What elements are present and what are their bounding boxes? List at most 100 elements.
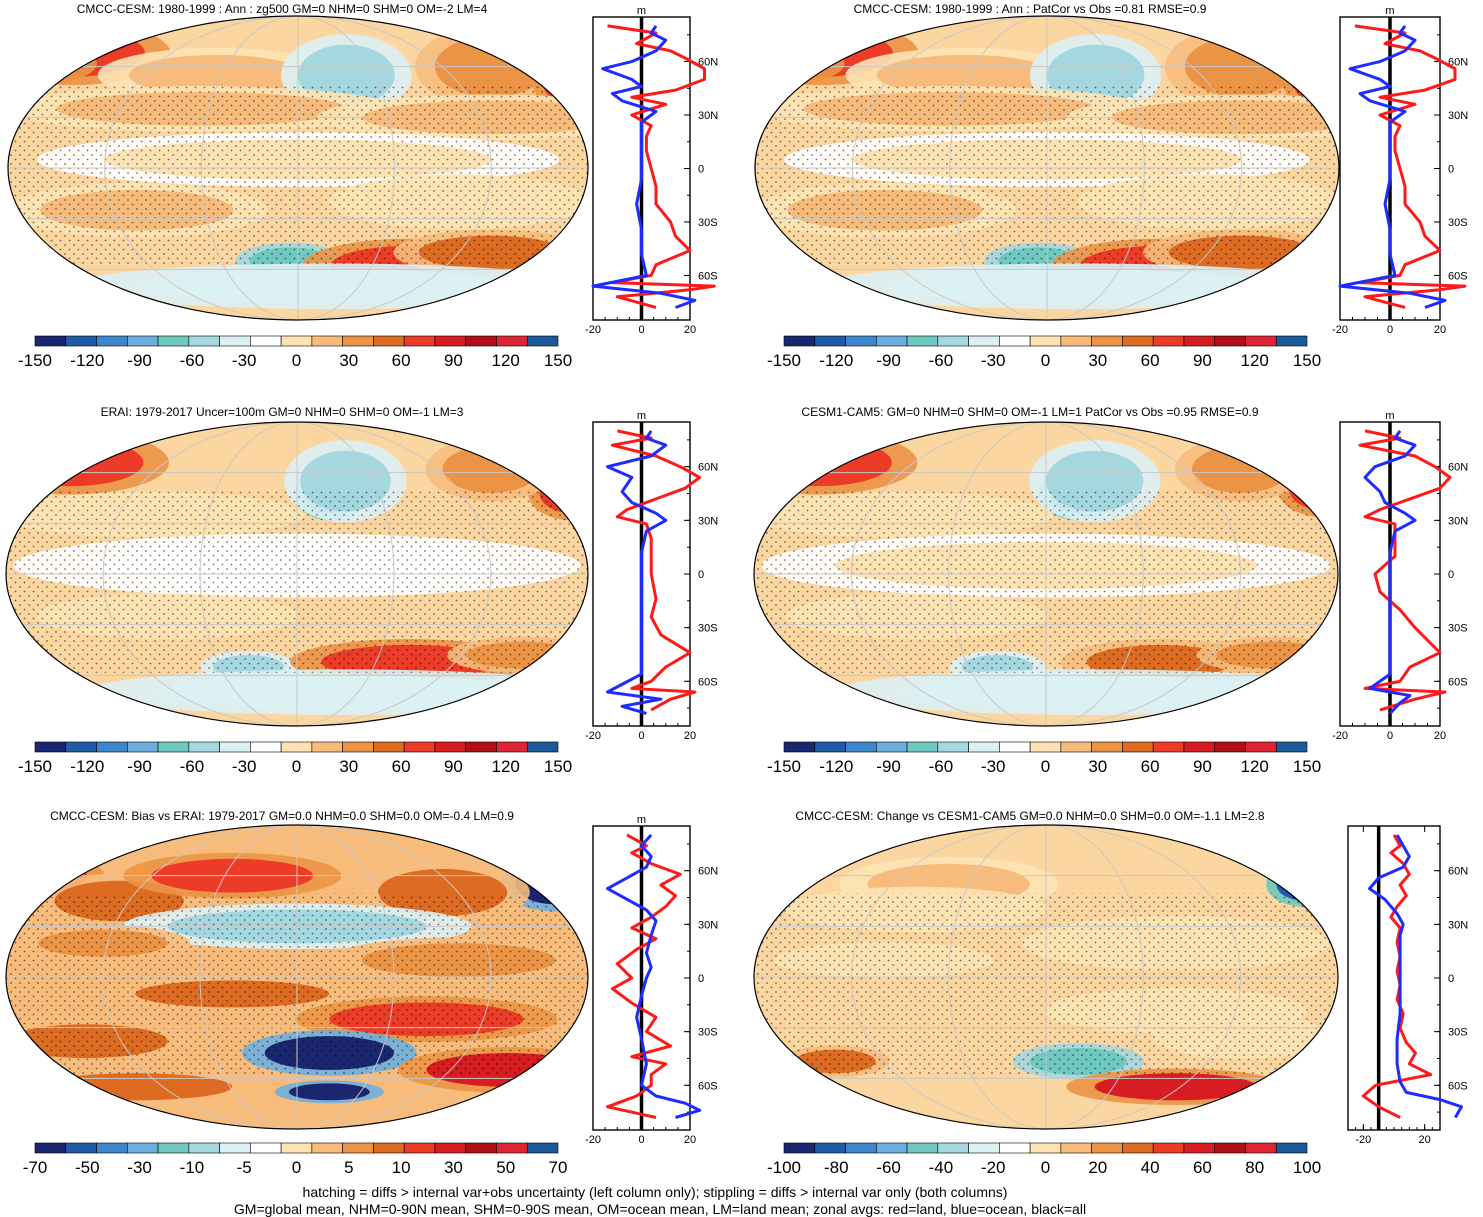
panel-2-colorbar: -150 -120 -90 -60 -30 0 30 60 90 120 150	[18, 741, 572, 776]
zonal-lat-tick-label: 30N	[698, 515, 718, 527]
colorbar-swatch	[1245, 335, 1277, 347]
colorbar-tick-label: 60	[1141, 351, 1160, 370]
colorbar-tick-label: -30	[127, 1158, 152, 1177]
colorbar-tick-label: 80	[1245, 1158, 1264, 1177]
graticule-lon	[102, 825, 298, 1129]
zonal-lat-tick-label: 60N	[698, 462, 718, 474]
colorbar-tick-label: -30	[981, 757, 1006, 776]
anomaly-region	[8, 46, 79, 81]
colorbar-swatch	[373, 741, 405, 753]
zonal-x-tick-label: -20	[585, 1134, 601, 1146]
panel-1-map	[754, 15, 1340, 321]
zonal-lat-tick-label: 60S	[1448, 270, 1468, 282]
colorbar-tick-label: -150	[18, 351, 52, 370]
zonal-lat-tick-label: 30S	[698, 217, 718, 229]
zonal-unit-label: m	[637, 410, 646, 422]
zonal-x-tick-label: 20	[684, 1134, 696, 1146]
colorbar-tick-label: 30	[339, 351, 358, 370]
colorbar-swatch	[34, 1142, 67, 1154]
colorbar-swatch	[1060, 335, 1092, 347]
colorbar-tick-label: -60	[929, 351, 954, 370]
colorbar-tick-label: -90	[876, 351, 901, 370]
colorbar-swatch	[96, 741, 128, 753]
zonal-lat-tick-label: 60S	[698, 676, 718, 688]
footer-note-2: GM=global mean, NHM=0-90N mean, SHM=0-90…	[234, 1201, 1086, 1217]
panel-4-zonal-plot: 60N 30N 0 30S 60S -20 0 20 m	[585, 814, 718, 1146]
colorbar-swatch	[1029, 335, 1062, 347]
zonal-x-tick-label: 0	[1387, 730, 1393, 742]
colorbar-tick-label: 70	[549, 1158, 568, 1177]
panel-5-title: CMCC-CESM: Change vs CESM1-CAM5 GM=0.0 N…	[795, 809, 1264, 823]
zonal-unit-label: m	[1385, 410, 1394, 422]
colorbar-tick-label: -120	[70, 757, 104, 776]
colorbar-swatch	[906, 1142, 939, 1154]
colorbar-swatch	[250, 741, 282, 753]
colorbar-swatch	[434, 335, 467, 347]
colorbar-swatch	[1029, 741, 1062, 753]
colorbar-tick-label: -30	[232, 351, 257, 370]
colorbar-tick-label: 120	[1241, 757, 1269, 776]
colorbar-swatch	[968, 335, 1000, 347]
colorbar-swatch	[1275, 1142, 1308, 1154]
anomaly-region	[6, 438, 144, 487]
colorbar-tick-label: -60	[876, 1158, 901, 1177]
graticule-lon	[850, 422, 1047, 726]
colorbar-swatch	[96, 335, 128, 347]
colorbar-tick-label: -60	[180, 757, 205, 776]
anomaly-region	[755, 46, 827, 81]
colorbar-swatch	[342, 1142, 374, 1154]
colorbar-swatch	[280, 335, 313, 347]
colorbar-swatch	[814, 335, 846, 347]
colorbar-tick-label: -60	[180, 351, 205, 370]
colorbar-swatch	[126, 741, 159, 753]
zonal-lat-tick-label: 0	[1448, 164, 1454, 176]
zonal-line-ocean	[606, 833, 702, 1119]
zonal-x-tick-label: 20	[1434, 324, 1446, 336]
footer-note-1: hatching = diffs > internal var+obs unce…	[303, 1184, 1008, 1200]
zonal-lat-tick-label: 30N	[1448, 515, 1468, 527]
colorbar-tick-label: -5	[237, 1158, 252, 1177]
colorbar-swatch	[496, 335, 528, 347]
zonal-lat-tick-label: 0	[698, 569, 704, 581]
colorbar-swatch	[875, 741, 908, 753]
colorbar-tick-label: -30	[981, 351, 1006, 370]
graticule-lon	[948, 422, 1047, 726]
panel-5: CMCC-CESM: Change vs CESM1-CAM5 GM=0.0 N…	[753, 809, 1468, 1177]
colorbar-tick-label: -150	[767, 757, 801, 776]
zonal-x-tick-label: 20	[684, 730, 696, 742]
colorbar-swatch	[1091, 1142, 1123, 1154]
zonal-lat-tick-label: 60N	[1448, 462, 1468, 474]
panel-2-title: ERAI: 1979-2017 Uncer=100m GM=0 NHM=0 SH…	[101, 405, 464, 419]
colorbar-swatch	[937, 335, 969, 347]
graticule-lon	[296, 825, 395, 1129]
map-outline	[5, 824, 589, 1130]
anomaly-region	[1094, 1073, 1257, 1101]
zonal-line-land	[610, 429, 702, 712]
panel-2-zonal-plot: 60N 30N 0 30S 60S -20 0 20 m	[585, 410, 718, 742]
zonal-line-ocean	[591, 25, 697, 309]
zonal-lat-tick-label: 60S	[1448, 1080, 1468, 1092]
colorbar-tick-label: 60	[392, 757, 411, 776]
anomaly-region	[151, 675, 540, 710]
zonal-lat-tick-label: 30N	[1448, 919, 1468, 931]
colorbar-tick-label: 50	[496, 1158, 515, 1177]
zonal-lat-tick-label: 0	[698, 164, 704, 176]
graticule-lon	[851, 16, 1048, 320]
colorbar-swatch	[188, 335, 220, 347]
colorbar-tick-label: 30	[1088, 757, 1107, 776]
colorbar-tick-label: 30	[444, 1158, 463, 1177]
colorbar-swatch	[783, 741, 816, 753]
colorbar-tick-label: 120	[1241, 351, 1269, 370]
colorbar-swatch	[465, 1142, 497, 1154]
colorbar-swatch	[373, 335, 405, 347]
colorbar-swatch	[157, 1142, 190, 1154]
colorbar-tick-label: 90	[1193, 351, 1212, 370]
graticule-lon	[296, 422, 395, 726]
colorbar-swatch	[403, 335, 436, 347]
colorbar-tick-label: -10	[180, 1158, 205, 1177]
colorbar-swatch	[999, 1142, 1031, 1154]
colorbar-tick-label: 120	[492, 351, 520, 370]
colorbar-swatch	[968, 1142, 1000, 1154]
zonal-unit-label: m	[637, 5, 646, 17]
